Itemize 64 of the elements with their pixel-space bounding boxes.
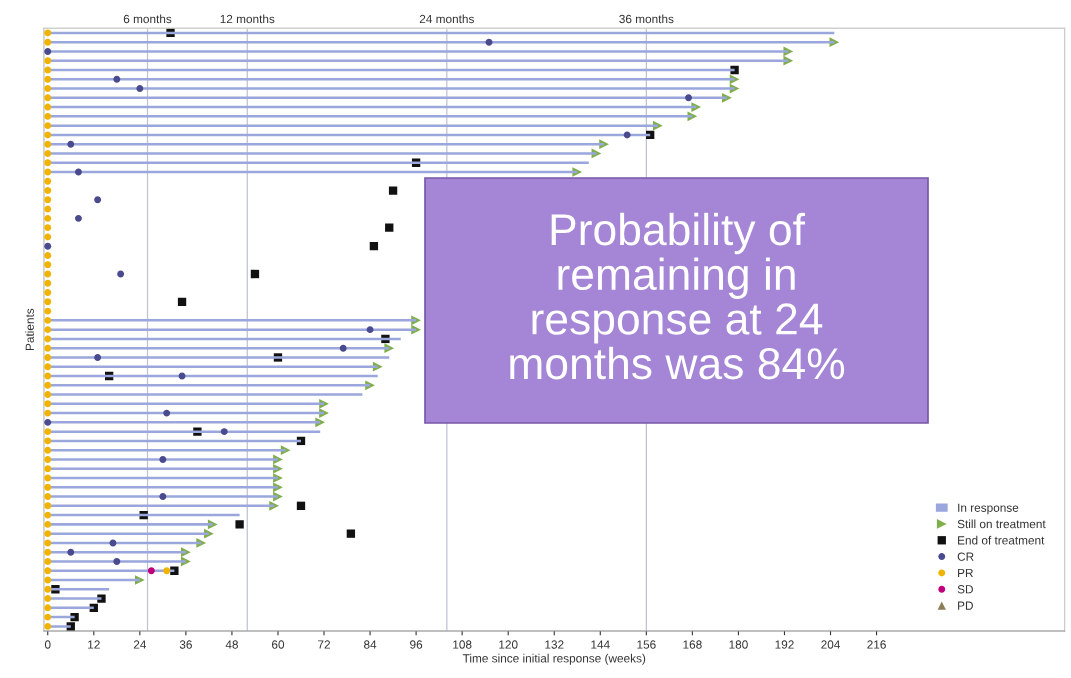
x-tick-label: 12 bbox=[88, 640, 100, 649]
legend-label: PR bbox=[958, 568, 973, 578]
point bbox=[388, 186, 398, 195]
point bbox=[163, 567, 171, 575]
x-tick-label: 0 bbox=[44, 640, 51, 649]
point bbox=[177, 297, 187, 306]
x-tick-label: 192 bbox=[775, 640, 794, 649]
x-tick-label: 36 bbox=[179, 640, 192, 649]
point bbox=[339, 344, 347, 352]
point bbox=[685, 94, 693, 102]
point bbox=[136, 85, 144, 93]
point bbox=[44, 47, 52, 55]
x-tick-label: 96 bbox=[410, 640, 423, 649]
point bbox=[235, 520, 244, 529]
x-tick-label: 108 bbox=[453, 640, 472, 649]
point bbox=[159, 493, 167, 501]
point bbox=[346, 529, 356, 538]
point bbox=[250, 269, 260, 279]
point bbox=[296, 501, 306, 510]
point bbox=[163, 409, 171, 417]
legend-label: End of treatment bbox=[958, 535, 1045, 545]
y-axis-title: Patients bbox=[25, 308, 34, 350]
point bbox=[369, 242, 379, 251]
point bbox=[94, 353, 102, 361]
point bbox=[67, 548, 75, 556]
legend-label: In response bbox=[958, 503, 1019, 515]
legend-label: Still on treatment bbox=[957, 519, 1046, 529]
x-tick-label: 84 bbox=[364, 640, 377, 649]
x2-tick-label: 12 months bbox=[220, 14, 275, 24]
annotation: Probability of remaining in response at 24 months was 84% bbox=[510, 212, 845, 380]
x-tick-label: 216 bbox=[867, 640, 886, 649]
x-tick-label: 120 bbox=[499, 640, 518, 649]
x-tick-label: 24 bbox=[133, 640, 147, 649]
x-axis-title: Time since initial response (weeks) bbox=[462, 653, 646, 665]
point bbox=[113, 75, 121, 83]
x-tick-label: 204 bbox=[821, 640, 841, 649]
point bbox=[74, 214, 82, 222]
point bbox=[74, 168, 82, 176]
legend-label: SD bbox=[957, 585, 973, 594]
x-tick-label: 72 bbox=[318, 640, 330, 649]
x-tick-label: 144 bbox=[591, 640, 610, 649]
point bbox=[113, 558, 121, 565]
x2-tick-label: 24 months bbox=[419, 14, 474, 24]
point bbox=[94, 196, 102, 204]
x2-tick-label: 36 months bbox=[619, 14, 674, 24]
x-tick-label: 132 bbox=[545, 640, 564, 649]
point bbox=[159, 455, 167, 463]
x2-tick-label: 6 months bbox=[123, 14, 172, 24]
x-tick-label: 60 bbox=[272, 640, 285, 649]
point bbox=[220, 428, 228, 436]
point bbox=[44, 242, 52, 250]
x-tick-label: 156 bbox=[637, 640, 656, 649]
x-tick-label: 180 bbox=[729, 640, 748, 649]
point bbox=[485, 38, 493, 46]
point bbox=[385, 223, 394, 232]
point bbox=[67, 140, 75, 148]
point bbox=[366, 326, 374, 334]
legend-label: CR bbox=[957, 552, 974, 561]
x-tick-label: 48 bbox=[225, 640, 238, 649]
point bbox=[44, 418, 52, 426]
legend-label: PD bbox=[958, 601, 973, 610]
point bbox=[147, 567, 155, 575]
point bbox=[117, 270, 125, 278]
x-tick-label: 168 bbox=[683, 640, 702, 649]
